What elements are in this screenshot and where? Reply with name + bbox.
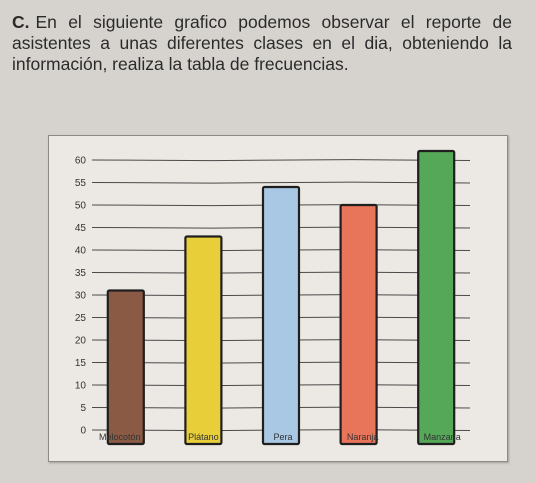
y-tick-label: 40 xyxy=(75,246,87,257)
question-body: En el siguiente grafico podemos observar… xyxy=(12,12,512,74)
y-tick-label: 15 xyxy=(75,358,87,369)
x-category-label: Pera xyxy=(273,432,292,442)
x-category-label: Manzana xyxy=(424,432,461,442)
bar xyxy=(106,289,145,446)
bar xyxy=(184,235,223,446)
y-tick-label: 35 xyxy=(75,268,87,279)
y-tick-label: 0 xyxy=(80,426,86,437)
y-tick-label: 45 xyxy=(75,223,87,234)
x-category-label: Plátano xyxy=(188,432,219,442)
gridline xyxy=(91,159,471,162)
y-tick-label: 60 xyxy=(75,156,87,167)
y-tick-label: 5 xyxy=(80,403,86,414)
y-tick-label: 20 xyxy=(75,336,87,347)
y-tick-label: 25 xyxy=(75,313,87,324)
gridline xyxy=(91,181,471,184)
y-tick-label: 50 xyxy=(75,201,87,212)
x-category-label: Melocotón xyxy=(99,432,141,442)
y-tick-label: 30 xyxy=(75,291,87,302)
question-label: C. xyxy=(12,12,30,32)
bar xyxy=(261,185,301,446)
y-tick-label: 55 xyxy=(75,178,87,189)
x-category-label: Naranja xyxy=(347,432,379,442)
question-text: C. En el siguiente grafico podemos observ… xyxy=(12,12,512,75)
bar xyxy=(417,149,456,446)
y-tick-label: 10 xyxy=(75,381,87,392)
bar xyxy=(339,203,378,446)
